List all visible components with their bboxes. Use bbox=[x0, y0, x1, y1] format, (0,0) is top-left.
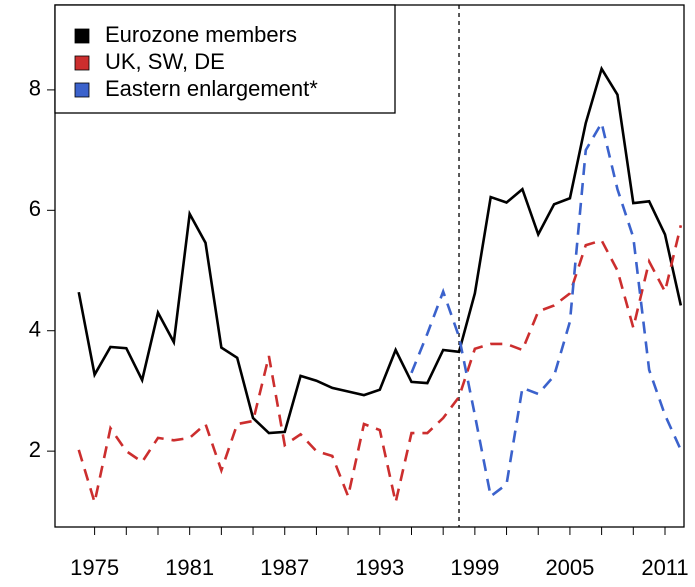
x-tick-label: 1975 bbox=[70, 555, 119, 580]
legend-label: Eastern enlargement* bbox=[105, 76, 318, 101]
x-tick-label: 2011 bbox=[641, 555, 688, 580]
x-tick-label: 2005 bbox=[545, 555, 594, 580]
x-tick-label: 1987 bbox=[260, 555, 309, 580]
series-line bbox=[77, 225, 683, 503]
y-tick-label: 8 bbox=[29, 76, 41, 101]
legend-label: UK, SW, DE bbox=[105, 49, 225, 74]
legend-swatch bbox=[74, 82, 90, 98]
x-tick-label: 1999 bbox=[450, 555, 499, 580]
x-tick-label: 1981 bbox=[165, 555, 214, 580]
series-line bbox=[410, 119, 683, 499]
y-tick-label: 2 bbox=[29, 437, 41, 462]
series-line bbox=[77, 65, 683, 435]
legend-box bbox=[54, 4, 396, 114]
x-tick-label: 1993 bbox=[355, 555, 404, 580]
legend-swatch bbox=[74, 55, 90, 71]
y-tick-label: 6 bbox=[29, 196, 41, 221]
legend-swatch bbox=[74, 28, 90, 44]
y-tick-label: 4 bbox=[29, 317, 41, 342]
legend-label: Eurozone members bbox=[105, 22, 297, 47]
